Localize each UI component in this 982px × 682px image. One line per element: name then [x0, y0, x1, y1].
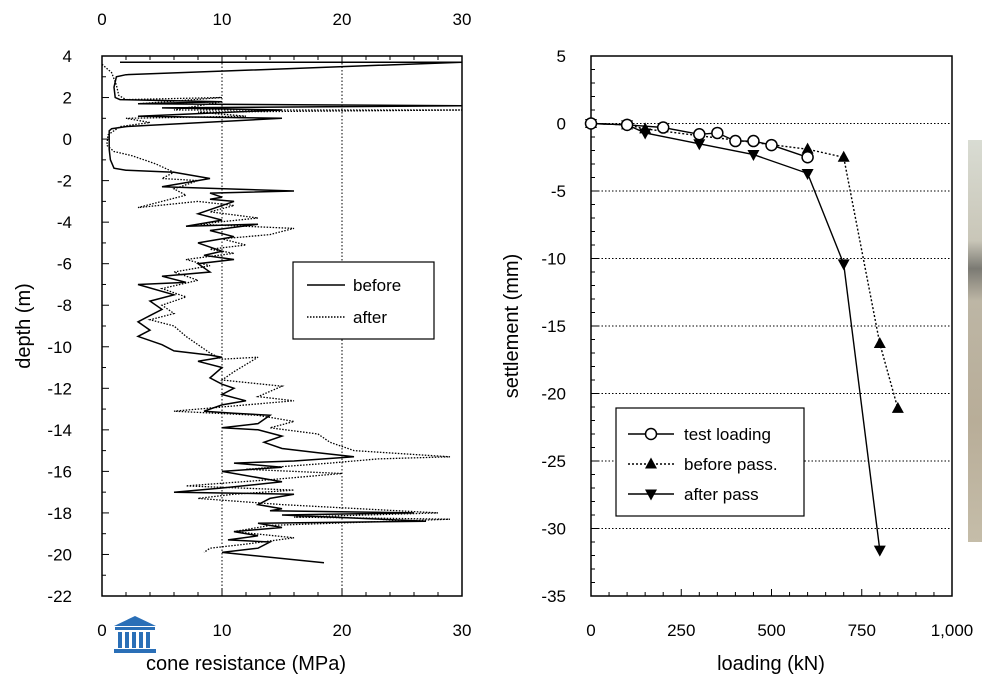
data-point-test-loading	[693, 128, 706, 141]
legend-swatch-marker	[645, 457, 657, 469]
y-tick-label: -12	[47, 379, 72, 398]
data-point-test-loading	[729, 134, 742, 148]
y-tick-label: -8	[57, 296, 72, 315]
y-tick-label: -6	[57, 255, 72, 274]
x-axis-label: cone resistance (MPa)	[146, 653, 346, 675]
data-point-test-loading	[711, 126, 724, 140]
data-point-test-loading	[584, 117, 598, 130]
museum-logo-icon	[114, 616, 156, 653]
x-tick-label: 500	[757, 621, 785, 640]
data-point-test-loading	[801, 151, 814, 164]
y-tick-label: -20	[47, 545, 72, 564]
data-point-before-pass-	[837, 150, 850, 162]
cone-resistance-chart: 0 10 20 300 10 20 30420-2-4-6-8-10-12-14-16-18…	[13, 10, 471, 675]
y-tick-label: -30	[541, 520, 566, 539]
settlement-loading-chart: 0 250 500 750 1,000 5 0 -5 -10 -15 -20 -25 -30 -35 loa…	[501, 47, 973, 675]
data-point-before-pass-	[873, 337, 886, 349]
legend-entry: before pass.	[684, 455, 778, 474]
y-tick-label: -25	[541, 452, 566, 471]
x-tick-label: 0	[586, 621, 595, 640]
y-tick-label: -16	[47, 462, 72, 481]
y-tick-label: -35	[541, 587, 566, 606]
x-tick-label: 30	[453, 621, 472, 640]
y-tick-label: -20	[541, 385, 566, 404]
legend-entry: after pass	[684, 485, 759, 504]
data-point-before-pass-	[891, 401, 904, 413]
data-point-after-pass	[693, 139, 706, 151]
x-tick-label: 20	[333, 621, 352, 640]
data-point-test-loading	[765, 138, 778, 152]
x-tick-label: 250	[667, 621, 695, 640]
y-tick-label: -18	[47, 504, 72, 523]
data-point-after-pass	[639, 128, 652, 140]
legend-swatch-marker	[645, 489, 657, 501]
y-tick-label: 4	[63, 47, 72, 66]
y-tick-label: -10	[47, 338, 72, 357]
y-tick-label: -4	[57, 213, 72, 232]
legend-entry: test loading	[684, 425, 771, 444]
top-x-tick-label: 10	[213, 10, 232, 29]
legend-swatch-marker	[644, 427, 658, 441]
legend-entry: after	[353, 308, 387, 327]
x-axis-label: loading (kN)	[717, 653, 825, 675]
cropped-photo	[968, 140, 982, 542]
y-tick-label: 5	[557, 47, 566, 66]
data-point-test-loading	[656, 121, 670, 134]
y-tick-label: -22	[47, 587, 72, 606]
top-x-tick-label: 30	[453, 10, 472, 29]
x-tick-label: 1,000	[931, 621, 974, 640]
top-x-tick-label: 20	[333, 10, 352, 29]
y-tick-label: -2	[57, 172, 72, 191]
x-tick-label: 10	[213, 621, 232, 640]
data-point-after-pass	[873, 545, 886, 557]
legend-box	[615, 407, 805, 517]
y-axis-label: depth (m)	[13, 283, 35, 369]
y-tick-label: -15	[541, 317, 566, 336]
y-tick-label: -14	[47, 421, 72, 440]
data-point-after-pass	[837, 259, 850, 271]
y-axis-label: settlement (mm)	[501, 254, 523, 398]
series-line-before-pass-	[590, 122, 899, 409]
y-tick-label: 2	[63, 89, 72, 108]
series-line-before	[108, 61, 463, 564]
x-tick-label: 750	[848, 621, 876, 640]
y-tick-label: 0	[63, 130, 72, 149]
data-point-after-pass	[801, 168, 814, 180]
x-tick-label: 0	[97, 621, 106, 640]
data-point-test-loading	[620, 118, 634, 132]
y-tick-label: -10	[541, 250, 566, 269]
data-point-after-pass	[747, 150, 760, 162]
data-point-test-loading	[747, 134, 760, 148]
legend-box	[292, 261, 435, 340]
y-tick-label: -5	[551, 182, 566, 201]
data-point-before-pass-	[801, 142, 814, 154]
top-x-tick-label: 0	[97, 10, 106, 29]
y-tick-label: 0	[557, 115, 566, 134]
legend-entry: before	[353, 276, 401, 295]
